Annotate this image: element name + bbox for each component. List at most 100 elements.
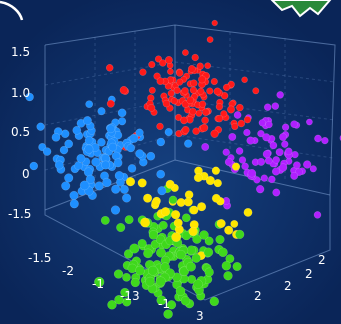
data-point <box>36 122 45 131</box>
data-point <box>155 234 166 244</box>
data-point <box>151 198 160 208</box>
data-point <box>143 193 153 203</box>
data-point <box>84 136 94 145</box>
data-point <box>120 287 130 298</box>
data-point <box>203 247 214 257</box>
front-tick-label: -13 <box>120 289 140 303</box>
data-point <box>113 158 123 168</box>
data-point <box>201 142 210 151</box>
data-point <box>126 143 136 153</box>
data-point <box>187 65 196 73</box>
data-point <box>197 202 207 212</box>
data-point <box>181 213 191 223</box>
data-point <box>228 132 237 141</box>
data-point <box>106 99 115 108</box>
data-point <box>213 178 222 188</box>
data-point <box>122 193 132 203</box>
data-point <box>164 128 173 137</box>
data-point <box>102 177 112 188</box>
data-point <box>64 139 74 149</box>
data-point <box>54 160 64 170</box>
data-point <box>69 190 79 200</box>
data-point <box>137 238 147 249</box>
data-point <box>174 113 183 121</box>
data-point <box>290 171 299 180</box>
data-point <box>252 87 260 95</box>
data-point <box>176 249 186 260</box>
data-point <box>211 166 221 175</box>
data-point <box>181 231 191 241</box>
data-point <box>160 207 171 217</box>
data-point <box>84 144 94 154</box>
data-point <box>215 103 224 111</box>
data-point <box>101 160 111 170</box>
data-point <box>76 153 86 163</box>
data-point <box>268 175 276 184</box>
y-tick-label: 1.5 <box>11 45 30 59</box>
data-point <box>199 230 209 240</box>
data-point <box>113 269 124 279</box>
y-tick-label: 0 <box>22 167 30 181</box>
data-point <box>72 125 82 135</box>
right-tick-label: 2 <box>318 253 326 267</box>
data-point <box>271 102 280 110</box>
right-tick-label: 2 <box>284 279 292 293</box>
front-box-edges <box>44 45 331 301</box>
data-point <box>197 87 205 95</box>
data-point <box>232 261 242 272</box>
data-point <box>243 128 251 137</box>
data-point <box>272 188 281 197</box>
data-point <box>107 300 117 310</box>
data-point <box>146 151 156 161</box>
data-point <box>108 142 118 152</box>
data-point <box>175 286 186 296</box>
data-point <box>129 133 139 143</box>
data-point <box>216 218 226 229</box>
data-point <box>247 169 257 178</box>
data-point <box>183 197 193 207</box>
data-point <box>281 140 289 148</box>
data-point <box>158 220 168 230</box>
data-point <box>111 184 121 194</box>
data-point <box>165 179 175 189</box>
data-point <box>204 62 212 70</box>
data-point <box>275 148 284 157</box>
data-point <box>309 165 317 173</box>
data-point <box>211 19 218 27</box>
data-point <box>181 125 190 134</box>
data-point <box>168 195 178 205</box>
data-point <box>193 173 203 183</box>
curve-icon <box>0 0 24 21</box>
data-point <box>269 141 278 150</box>
data-point <box>223 271 233 281</box>
data-point <box>210 129 219 138</box>
data-point <box>85 174 96 185</box>
data-point <box>213 87 222 96</box>
data-point <box>209 296 220 307</box>
data-point <box>114 171 124 181</box>
data-point <box>189 205 199 215</box>
data-point <box>85 100 94 109</box>
data-point <box>135 149 145 159</box>
data-point <box>118 117 127 126</box>
data-point <box>186 261 196 272</box>
data-point <box>180 296 191 306</box>
data-point <box>192 234 202 244</box>
data-point <box>225 254 235 264</box>
right-tick-label: 2 <box>254 289 262 303</box>
data-point <box>215 114 224 123</box>
data-point <box>196 62 204 70</box>
data-point <box>186 96 195 105</box>
data-point <box>91 157 101 167</box>
data-point <box>125 177 136 187</box>
data-point <box>262 133 271 142</box>
data-point <box>221 261 232 271</box>
data-point <box>135 128 144 137</box>
data-point <box>215 234 225 245</box>
data-point <box>204 267 214 277</box>
data-point <box>164 82 172 90</box>
data-point <box>198 100 207 108</box>
data-point <box>167 89 175 97</box>
data-point <box>238 156 247 164</box>
data-point <box>156 137 166 147</box>
